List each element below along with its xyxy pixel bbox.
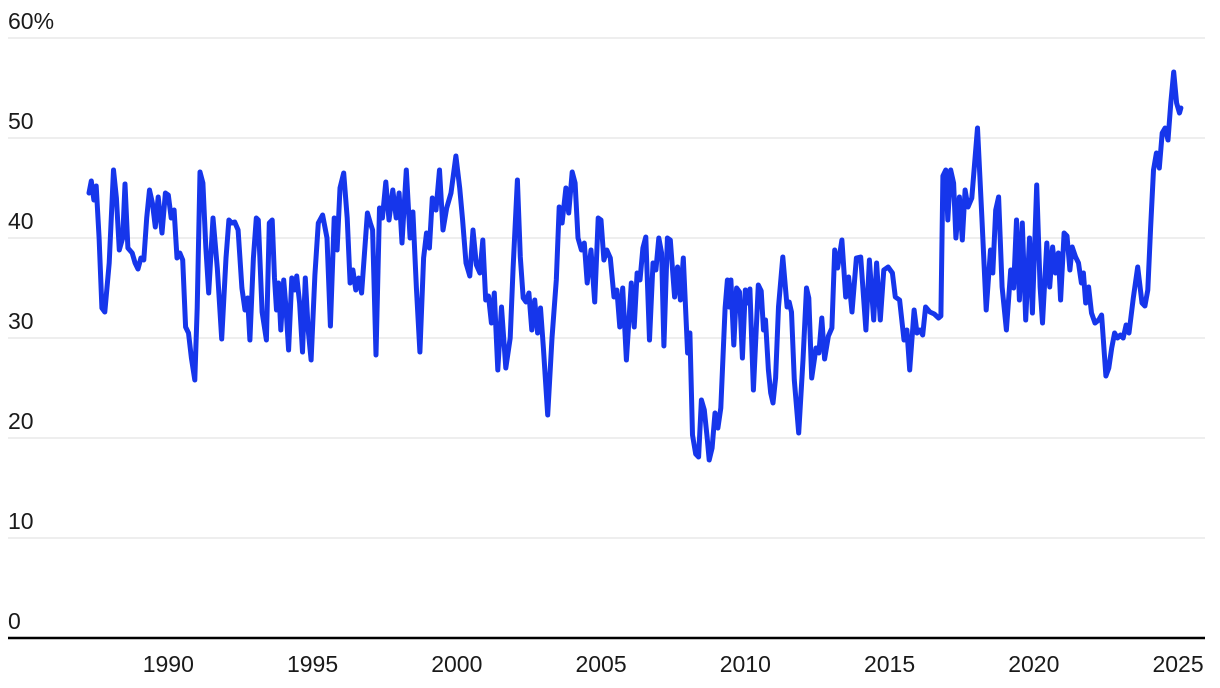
y-tick-label-30: 30 [8,308,34,334]
series-line [86,69,1184,463]
data-line [86,69,1184,463]
x-tick-label-2010: 2010 [720,651,771,677]
y-axis-tick-labels: 0 10 20 30 40 50 60% [8,8,54,634]
x-tick-label-2005: 2005 [575,651,626,677]
y-tick-label-0: 0 [8,608,21,634]
x-tick-label-2025: 2025 [1152,651,1203,677]
y-tick-label-20: 20 [8,408,34,434]
x-tick-label-1990: 1990 [143,651,194,677]
x-tick-label-2015: 2015 [864,651,915,677]
x-tick-label-1995: 1995 [287,651,338,677]
y-tick-label-50: 50 [8,108,34,134]
x-tick-label-2000: 2000 [431,651,482,677]
y-tick-label-10: 10 [8,508,34,534]
y-tick-label-40: 40 [8,208,34,234]
y-tick-label-60: 60% [8,8,54,34]
x-tick-label-2020: 2020 [1008,651,1059,677]
x-axis-tick-labels: 1990 1995 2000 2005 2010 2015 2020 2025 [143,651,1204,677]
